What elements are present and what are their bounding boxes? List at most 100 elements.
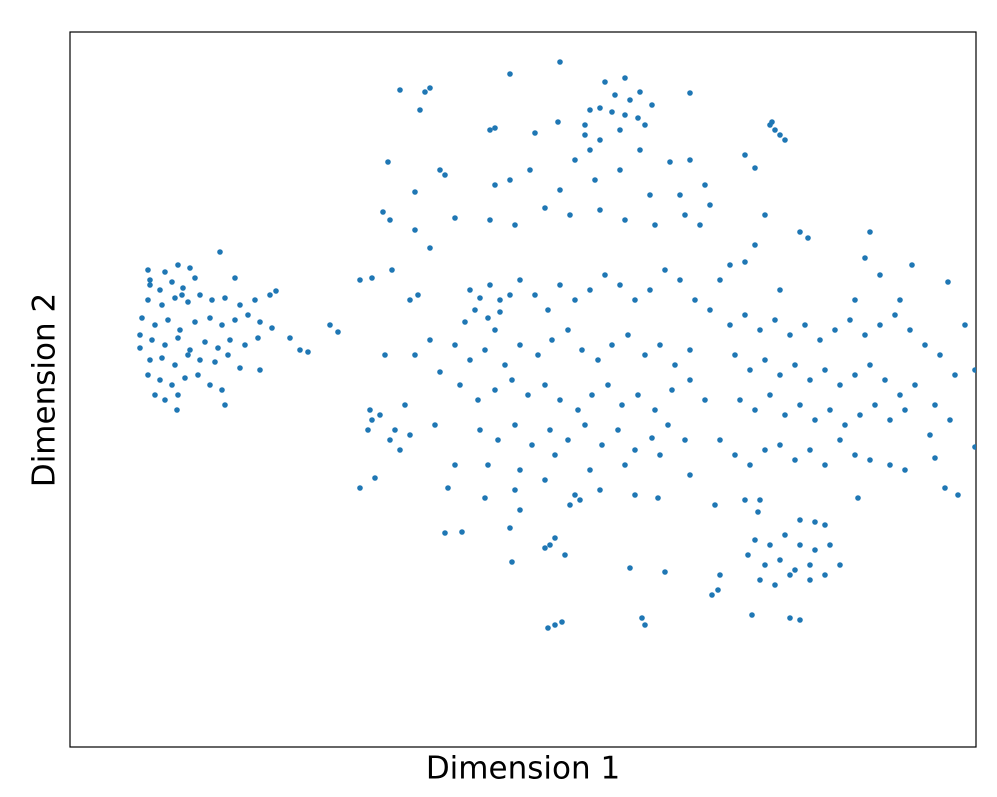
- point: [557, 187, 563, 193]
- point: [902, 407, 908, 413]
- point: [457, 382, 463, 388]
- point: [767, 392, 773, 398]
- point: [512, 222, 518, 228]
- point: [697, 222, 703, 228]
- point: [397, 87, 403, 93]
- point: [557, 59, 563, 65]
- point: [642, 352, 648, 358]
- point: [649, 102, 655, 108]
- point: [232, 317, 238, 323]
- point: [627, 565, 633, 571]
- point: [605, 382, 611, 388]
- point: [385, 159, 391, 165]
- point: [475, 397, 481, 403]
- point: [507, 292, 513, 298]
- point: [812, 519, 818, 525]
- point: [727, 262, 733, 268]
- point: [149, 337, 155, 343]
- point: [442, 172, 448, 178]
- point: [649, 435, 655, 441]
- point: [209, 297, 215, 303]
- point: [947, 417, 953, 423]
- point: [752, 165, 758, 171]
- point: [747, 367, 753, 373]
- point: [369, 275, 375, 281]
- point: [179, 292, 185, 298]
- point: [632, 297, 638, 303]
- point: [529, 442, 535, 448]
- point: [495, 437, 501, 443]
- point: [582, 132, 588, 138]
- point: [757, 327, 763, 333]
- point: [749, 612, 755, 618]
- point: [625, 332, 631, 338]
- point: [612, 92, 618, 98]
- point: [717, 437, 723, 443]
- point: [777, 442, 783, 448]
- point: [952, 372, 958, 378]
- point: [437, 369, 443, 375]
- point: [174, 407, 180, 413]
- point: [269, 325, 275, 331]
- point: [145, 372, 151, 378]
- point: [380, 209, 386, 215]
- point: [565, 327, 571, 333]
- point: [207, 315, 213, 321]
- point: [212, 359, 218, 365]
- point: [545, 307, 551, 313]
- point: [782, 412, 788, 418]
- point: [972, 367, 976, 373]
- point: [587, 107, 593, 113]
- point: [872, 402, 878, 408]
- point: [477, 427, 483, 433]
- point: [567, 502, 573, 508]
- point: [517, 342, 523, 348]
- point: [742, 312, 748, 318]
- point: [145, 297, 151, 303]
- point: [525, 392, 531, 398]
- point: [579, 347, 585, 353]
- point: [639, 615, 645, 621]
- point: [837, 382, 843, 388]
- point: [972, 444, 976, 450]
- point: [817, 337, 823, 343]
- point: [542, 205, 548, 211]
- point: [597, 487, 603, 493]
- point: [962, 322, 968, 328]
- point: [387, 437, 393, 443]
- point: [897, 392, 903, 398]
- point: [669, 387, 675, 393]
- point: [807, 562, 813, 568]
- point: [417, 107, 423, 113]
- point: [257, 319, 263, 325]
- point: [615, 427, 621, 433]
- point: [687, 90, 693, 96]
- point: [152, 392, 158, 398]
- point: [357, 277, 363, 283]
- point: [357, 485, 363, 491]
- point: [452, 215, 458, 221]
- point: [572, 157, 578, 163]
- point: [717, 572, 723, 578]
- point: [305, 349, 311, 355]
- point: [517, 507, 523, 513]
- point: [822, 572, 828, 578]
- point: [847, 317, 853, 323]
- point: [565, 437, 571, 443]
- point: [567, 212, 573, 218]
- point: [152, 322, 158, 328]
- point: [182, 375, 188, 381]
- point: [172, 362, 178, 368]
- point: [177, 327, 183, 333]
- point: [687, 377, 693, 383]
- point: [482, 347, 488, 353]
- point: [509, 559, 515, 565]
- point: [682, 437, 688, 443]
- point: [922, 342, 928, 348]
- point: [632, 447, 638, 453]
- point: [777, 132, 783, 138]
- point: [492, 327, 498, 333]
- point: [687, 347, 693, 353]
- point: [219, 387, 225, 393]
- point: [557, 282, 563, 288]
